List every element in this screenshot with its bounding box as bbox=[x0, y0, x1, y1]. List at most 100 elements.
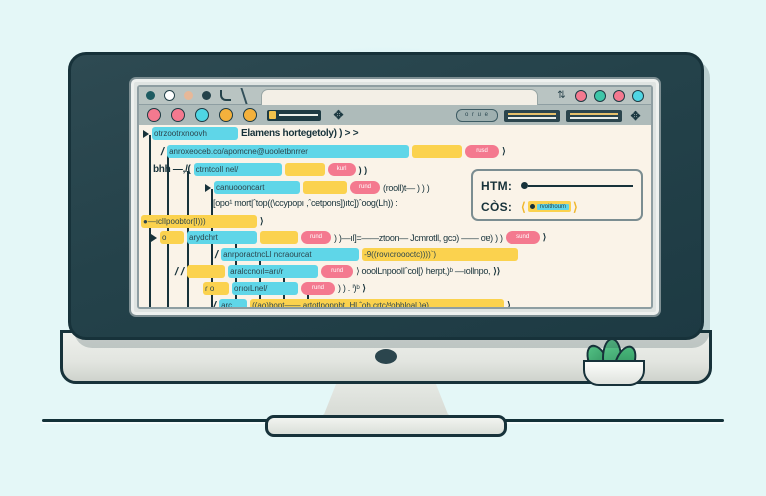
code-token-c[interactable]: canuoooncart bbox=[214, 181, 300, 194]
code-text: ⟩ bbox=[260, 216, 264, 226]
move-icon-2[interactable]: ✥ bbox=[630, 108, 641, 123]
computer-monitor: ⇅ ✥ o r u e bbox=[68, 52, 704, 340]
code-text: bhh —,/( bbox=[153, 164, 191, 175]
power-indicator[interactable] bbox=[375, 349, 397, 364]
code-line[interactable]: ɾ o orıoıLnel/rund) ) . ᑊ)ᵇ ⟩ bbox=[203, 282, 366, 295]
move-icon[interactable]: ✥ bbox=[333, 108, 344, 122]
slash-glyph: / bbox=[213, 248, 220, 261]
code-token-y[interactable]: -9((rovıcroooctc))))`) bbox=[362, 248, 519, 261]
code-editor[interactable]: otrzootrxnoovh Elamens hortegetoly) ) > >… bbox=[139, 125, 651, 307]
browser-toolbar: ✥ o r u e ✥ bbox=[139, 105, 651, 126]
toolbar-dot-pink[interactable] bbox=[147, 108, 161, 122]
code-token-p[interactable]: rusd bbox=[465, 145, 500, 158]
toolbar-dot-pink-2[interactable] bbox=[171, 108, 185, 122]
code-token-p[interactable]: rund bbox=[350, 181, 380, 194]
code-token-p[interactable]: rund bbox=[301, 231, 331, 244]
html-slider[interactable] bbox=[521, 182, 633, 189]
indent-guide bbox=[167, 153, 169, 307]
dot-icon bbox=[529, 204, 535, 209]
angle-right-icon: ⟩ bbox=[573, 199, 578, 214]
code-text: ⟩ bbox=[502, 146, 506, 156]
browser-tab-bar: ⇅ bbox=[139, 87, 651, 106]
code-token-y[interactable] bbox=[303, 181, 347, 194]
code-line[interactable]: ●—ıclIpoobtor[I))) ⟩ bbox=[141, 215, 264, 228]
code-token-y[interactable] bbox=[412, 145, 463, 158]
toolbar-dot-cyan[interactable] bbox=[195, 108, 209, 122]
code-line[interactable]: otrzootrxnoovh Elamens hortegetoly) ) > > bbox=[143, 127, 359, 140]
code-text: [opo¹ mort|ˆtop((\ccypopı ,ˆcetpons])ıtc… bbox=[213, 198, 398, 208]
toolbar-dot-orange[interactable] bbox=[219, 108, 233, 122]
code-token-c[interactable]: otrzootrxnoovh bbox=[152, 127, 238, 140]
active-tab[interactable] bbox=[261, 89, 538, 106]
menu-slab-icon[interactable] bbox=[504, 109, 560, 122]
code-line[interactable]: / anroxeoceb.co/apomcne@uooletbnrrer rusd ⟩ bbox=[160, 145, 506, 158]
toolbar-dot-orange-2[interactable] bbox=[243, 108, 257, 122]
code-line[interactable]: / arc ((ao)bopt—— artotlpopnbt, Hl.ˆoh crt… bbox=[211, 299, 511, 308]
address-text bbox=[279, 114, 318, 116]
slash-glyph: / bbox=[179, 265, 186, 278]
window-dot-peach[interactable] bbox=[184, 91, 193, 100]
inspector-label-html: HTM: bbox=[481, 178, 513, 193]
code-token-c[interactable]: arc bbox=[219, 299, 248, 307]
potted-plant bbox=[575, 338, 647, 386]
address-bar[interactable] bbox=[267, 109, 321, 121]
chrome-dot-pink-2[interactable] bbox=[613, 90, 625, 102]
status-pill[interactable]: o r u e bbox=[456, 109, 498, 122]
code-token-y[interactable]: ((ao)bopt—— artotlpopnbt, Hl.ˆoh crtc/ᵈo… bbox=[250, 299, 505, 307]
code-line[interactable]: o arydchrt rund) )—ıl]=——ztoon— Jcmrotll, … bbox=[151, 231, 546, 244]
code-token-y[interactable]: ●—ıclIpoobtor[I))) bbox=[141, 215, 257, 228]
chrome-dot-green[interactable] bbox=[594, 90, 606, 102]
plant-pot bbox=[583, 360, 645, 386]
code-text: (rooll)t— ) ) ) bbox=[383, 182, 430, 193]
code-token-p[interactable]: sund bbox=[505, 231, 540, 244]
code-token-c[interactable]: anrporactncLl ncraourcat bbox=[221, 248, 360, 261]
code-token-c[interactable]: anroxeoceb.co/apomcne@uooletbnrrer bbox=[167, 145, 410, 158]
inspector-label-css: CÒS: bbox=[481, 199, 513, 214]
inspector-panel[interactable]: HTM: CÒS: ⟨ rvoithoum ⟩ bbox=[471, 169, 643, 221]
code-text: ) ) bbox=[358, 164, 368, 175]
code-line[interactable]: [opo¹ mort|ˆtop((\ccypopı ,ˆcetpons])ıtc… bbox=[213, 198, 398, 208]
expand-triangle-icon[interactable] bbox=[143, 129, 149, 138]
chrome-dot-pink[interactable] bbox=[575, 90, 587, 102]
monitor-base bbox=[265, 415, 507, 437]
monitor-frame: ⇅ ✥ o r u e bbox=[129, 77, 661, 317]
menu-slab-icon-2[interactable] bbox=[566, 109, 622, 122]
sort-updown-icon[interactable]: ⇅ bbox=[557, 90, 566, 101]
code-token-y[interactable]: o bbox=[160, 231, 184, 244]
slash-glyph: / bbox=[211, 299, 218, 308]
code-token-y[interactable]: ɾ o bbox=[203, 282, 229, 295]
code-token-p[interactable]: kurl bbox=[327, 163, 356, 176]
chrome-right-controls: ⇅ bbox=[555, 90, 644, 102]
code-line[interactable]: / anrporactncLl ncraourcat -9((rovıcroooct… bbox=[213, 248, 519, 261]
code-line[interactable]: bhh —,/( ctrntcoll nel/kurl) ) bbox=[153, 163, 367, 176]
code-line[interactable]: canuoooncart rund (rooll)t— ) ) ) bbox=[205, 181, 430, 194]
window-dot-hook[interactable] bbox=[220, 90, 231, 101]
code-token-c[interactable]: ctrntcoll nel/ bbox=[193, 163, 282, 176]
code-text: ⟩ bbox=[362, 283, 366, 293]
code-text: Elamens hortegetoly) ) > > bbox=[241, 128, 359, 139]
lock-icon bbox=[269, 111, 276, 119]
toolbar-right-controls: o r u e ✥ bbox=[456, 108, 643, 123]
code-token-y[interactable] bbox=[187, 265, 226, 278]
code-token-c[interactable]: orıoıLnel/ bbox=[232, 282, 298, 295]
window-dot-teal[interactable] bbox=[146, 91, 155, 100]
code-line[interactable]: / / aralccnoıl=arı/r rund ⟩ ooolLnpoolIˆcol[… bbox=[173, 265, 500, 278]
code-text: ⟩ bbox=[542, 232, 547, 242]
screen: ⇅ ✥ o r u e bbox=[137, 85, 653, 309]
code-token-y[interactable] bbox=[284, 163, 325, 176]
css-token[interactable]: ⟨ rvoithoum ⟩ bbox=[521, 200, 578, 214]
expand-triangle-icon[interactable] bbox=[205, 183, 211, 192]
chrome-dot-cyan[interactable] bbox=[632, 90, 644, 102]
code-token-c[interactable]: arydchrt bbox=[187, 231, 257, 244]
expand-triangle-icon[interactable] bbox=[151, 233, 157, 242]
slash-glyph: / bbox=[173, 265, 180, 278]
code-token-p[interactable]: rund bbox=[321, 265, 354, 278]
code-token-y[interactable] bbox=[260, 231, 298, 244]
window-dot-dark[interactable] bbox=[202, 91, 211, 100]
code-token-c[interactable]: aralccnoıl=arı/r bbox=[228, 265, 319, 278]
code-token-p[interactable]: rund bbox=[301, 282, 335, 295]
window-dot-white[interactable] bbox=[164, 90, 175, 101]
code-text: ⟩ bbox=[507, 300, 511, 307]
css-token-text: rvoithoum bbox=[536, 203, 570, 210]
